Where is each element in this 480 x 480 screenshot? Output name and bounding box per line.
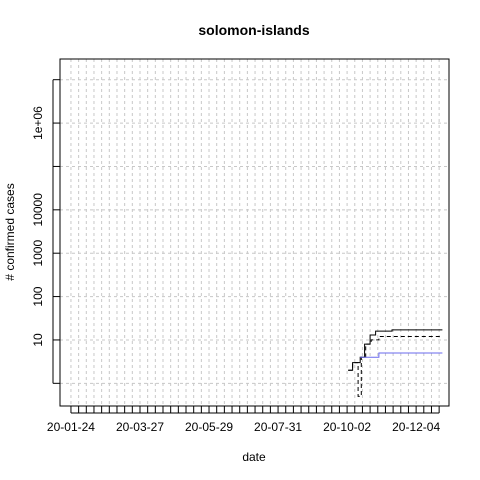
y-tick-label: 10000 xyxy=(31,193,45,227)
x-axis-label: date xyxy=(242,450,266,464)
x-tick-label: 20-01-24 xyxy=(47,420,95,434)
series-line-2 xyxy=(348,336,443,397)
series-line-3 xyxy=(360,352,443,358)
x-axis: 20-01-24 20-03-27 20-05-29 20-07-31 20-10-02… xyxy=(47,406,440,434)
y-tick-label: 1e+06 xyxy=(31,106,45,140)
series-layer xyxy=(348,329,443,397)
x-tick-label: 20-10-02 xyxy=(323,420,371,434)
y-tick-label: 1000 xyxy=(31,240,45,267)
y-tick-label: 10 xyxy=(31,333,45,347)
grid-layer xyxy=(60,59,449,406)
y-axis: 10 100 1000 10000 1e+06 xyxy=(31,79,60,384)
x-tick-label: 20-05-29 xyxy=(185,420,233,434)
x-tick-label: 20-12-04 xyxy=(392,420,440,434)
x-tick-label: 20-03-27 xyxy=(116,420,164,434)
y-axis-label: # confirmed cases xyxy=(3,183,17,280)
chart-title: solomon-islands xyxy=(198,22,309,38)
y-tick-label: 100 xyxy=(31,286,45,306)
x-tick-label: 20-07-31 xyxy=(254,420,302,434)
plot-frame xyxy=(59,58,450,407)
